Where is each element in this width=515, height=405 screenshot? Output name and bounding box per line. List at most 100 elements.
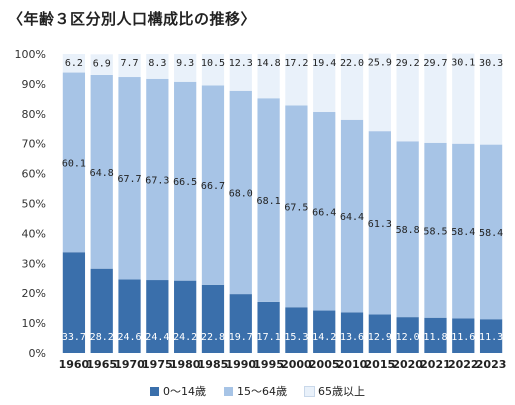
legend-label: 65歳以上 (318, 385, 365, 398)
data-label: 58.8 (396, 225, 420, 236)
data-label: 33.7 (62, 332, 86, 343)
legend-item: 15～64歳 (224, 383, 287, 399)
data-label: 61.3 (368, 219, 392, 230)
bar-segment (146, 280, 169, 353)
bar-segment (201, 54, 225, 86)
legend-swatch (150, 387, 159, 396)
data-label: 19.7 (229, 332, 253, 343)
bar-segment (452, 143, 475, 319)
x-tick-label: 2020 (392, 358, 423, 371)
data-label: 19.4 (312, 58, 336, 69)
y-tick-label: 80% (22, 108, 46, 121)
bar-segment (396, 317, 419, 353)
y-tick-label: 90% (22, 78, 46, 91)
bar-segment (146, 78, 169, 281)
bar-segment (368, 53, 391, 132)
bar-segment (313, 310, 336, 353)
bar-segment (257, 98, 280, 302)
data-label: 22.8 (201, 332, 225, 343)
legend-item: 65歳以上 (304, 383, 365, 399)
bar-segment (424, 54, 447, 143)
data-label: 24.6 (117, 332, 141, 343)
data-label: 30.1 (451, 58, 475, 69)
bar-segment (424, 317, 447, 353)
x-tick-label: 1980 (170, 358, 201, 371)
bar-segment (396, 141, 419, 318)
x-tick-label: 2000 (281, 358, 312, 371)
legend-item: 0～14歳 (150, 383, 206, 399)
data-label: 68.1 (257, 196, 281, 207)
bar-segment (424, 142, 447, 318)
bar-segment (257, 54, 280, 99)
data-label: 12.0 (396, 332, 420, 343)
bar-segment (62, 72, 86, 253)
data-label: 29.7 (423, 58, 447, 69)
bar-segment (90, 74, 113, 269)
y-tick-label: 20% (22, 287, 46, 300)
bar-segment (479, 319, 503, 353)
legend-label: 15～64歳 (237, 385, 287, 398)
data-label: 68.0 (229, 188, 253, 199)
bar-segment (340, 119, 364, 313)
data-label: 17.2 (284, 58, 308, 69)
bar-segment (174, 81, 197, 281)
data-label: 66.5 (173, 177, 197, 188)
data-label: 6.2 (65, 58, 83, 69)
legend-swatch (304, 386, 315, 397)
bar-segment (62, 54, 86, 73)
x-tick-label: 1965 (86, 358, 117, 371)
chart-title: 〈年齢３区分別人口構成比の推移〉 (8, 10, 257, 28)
x-tick-label: 2023 (476, 358, 507, 371)
y-tick-label: 10% (22, 317, 46, 330)
bar-segment (396, 54, 419, 142)
bar-segment (201, 284, 225, 353)
data-label: 24.2 (173, 332, 197, 343)
x-tick-label: 2005 (309, 358, 340, 371)
bar-segment (368, 314, 391, 353)
data-label: 17.1 (257, 332, 281, 343)
y-tick-label: 0% (29, 347, 46, 360)
bar-segment (452, 53, 475, 144)
x-tick-label: 2021 (420, 358, 451, 371)
bar-segment (118, 77, 141, 280)
bar-segment (285, 307, 308, 353)
x-tick-label: 1970 (114, 358, 145, 371)
data-label: 25.9 (368, 58, 392, 69)
data-label: 66.4 (312, 207, 336, 218)
data-label: 29.2 (396, 58, 420, 69)
y-tick-label: 70% (22, 138, 46, 151)
x-tick-label: 1975 (142, 358, 173, 371)
data-label: 11.8 (423, 332, 447, 343)
x-tick-label: 1960 (59, 358, 90, 371)
data-label: 12.9 (368, 332, 392, 343)
data-label: 58.4 (451, 227, 475, 238)
data-label: 15.3 (284, 332, 308, 343)
bar-segment (62, 252, 86, 353)
x-tick-label: 1995 (253, 358, 284, 371)
bar-segment (229, 294, 252, 353)
y-tick-label: 100% (15, 48, 46, 61)
bar-segment (285, 54, 308, 106)
data-label: 30.3 (479, 58, 503, 69)
bar-segment (313, 54, 336, 113)
y-tick-label: 50% (22, 198, 46, 211)
bar-segment (201, 85, 225, 285)
bar-segment (146, 54, 169, 79)
data-label: 22.0 (340, 58, 364, 69)
x-tick-label: 1985 (198, 358, 229, 371)
data-label: 6.9 (93, 58, 111, 69)
bar-segment (118, 54, 141, 78)
bar-segment (118, 279, 141, 353)
bar-segment (479, 144, 503, 320)
bar-segment (340, 312, 364, 353)
data-label: 11.6 (451, 332, 475, 343)
data-label: 60.1 (62, 158, 86, 169)
data-label: 28.2 (90, 332, 114, 343)
bar-segment (90, 54, 113, 75)
x-tick-label: 2010 (337, 358, 368, 371)
data-label: 67.7 (117, 174, 141, 185)
data-label: 7.7 (121, 58, 139, 69)
data-label: 58.5 (423, 226, 447, 237)
data-label: 66.7 (201, 181, 225, 192)
bar-segment (90, 268, 113, 353)
